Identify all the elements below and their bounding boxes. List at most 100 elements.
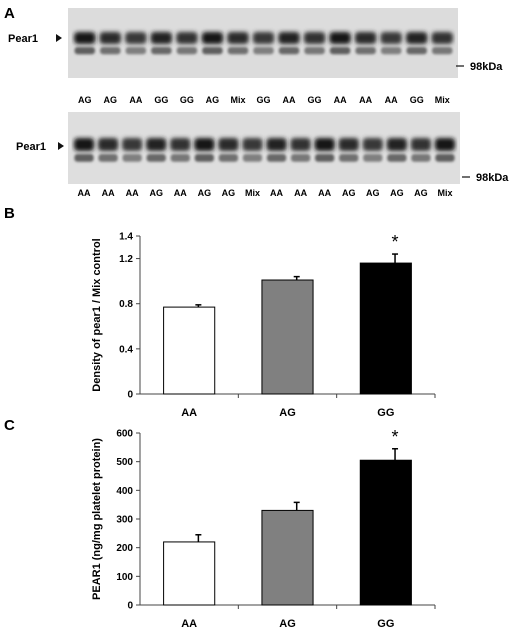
bar-aa xyxy=(163,541,216,606)
lane-label: AG xyxy=(342,188,356,198)
blot-band-lower xyxy=(435,154,455,162)
blot-band xyxy=(242,138,263,151)
category-label: AA xyxy=(181,618,197,630)
blot-band xyxy=(176,32,198,44)
y-tick-label: 1.2 xyxy=(119,254,133,265)
lane-label: AA xyxy=(102,188,115,198)
y-tick-label: 0 xyxy=(127,601,133,612)
lane-label: GG xyxy=(308,95,322,105)
blot-band-lower xyxy=(227,47,249,55)
blot-band xyxy=(74,32,96,44)
blot-band-lower xyxy=(339,154,359,162)
blot-2: Pear1 98kDa AA AA AA AG AA AG AG Mix AA AA AA AG AG A… xyxy=(16,112,509,198)
chart-c: 0 100 200 300 400 500 600 AA AG GG * PEAR1 (ng/mg p… xyxy=(91,427,436,630)
y-tick-label: 100 xyxy=(116,572,133,583)
lane-label: AG xyxy=(78,95,92,105)
blot-band-lower xyxy=(125,47,147,55)
blot-band-lower xyxy=(363,154,383,162)
category-label: GG xyxy=(377,407,394,419)
blot-band xyxy=(338,138,359,151)
lane-label: AA xyxy=(174,188,187,198)
blot-2-bands xyxy=(73,138,456,162)
blot-band xyxy=(194,138,215,151)
blot-band-lower xyxy=(100,47,121,55)
y-tick-label: 500 xyxy=(116,457,133,468)
y-tick-label: 600 xyxy=(116,429,133,440)
blot-band-lower xyxy=(74,47,95,55)
blot-band-lower xyxy=(202,47,223,55)
blot-band xyxy=(73,138,95,151)
blot-band xyxy=(278,32,300,44)
lane-label: AG xyxy=(222,188,236,198)
lane-label: AG xyxy=(149,188,163,198)
lane-label: AA xyxy=(318,188,331,198)
lane-label: Mix xyxy=(230,95,245,105)
blot-band xyxy=(380,32,402,44)
lane-label: GG xyxy=(256,95,270,105)
significance-star: * xyxy=(392,427,399,447)
lane-label: AA xyxy=(283,95,296,105)
blot-band-lower xyxy=(387,154,407,162)
blot-band-lower xyxy=(122,154,142,162)
blot-band-lower xyxy=(411,154,431,162)
blot-band xyxy=(99,32,122,44)
blot-1-marker-label: 98kDa xyxy=(470,61,503,73)
category-label: GG xyxy=(377,618,394,630)
lane-label: AA xyxy=(294,188,307,198)
blot-band-lower xyxy=(74,154,94,162)
blot-band xyxy=(386,138,407,151)
lane-label: AG xyxy=(104,95,118,105)
blot-2-arrow-icon xyxy=(58,142,64,150)
y-tick-label: 0 xyxy=(127,390,133,401)
blot-1-protein-label: Pear1 xyxy=(8,33,38,45)
blot-band-lower xyxy=(170,154,190,162)
blot-band xyxy=(227,32,249,44)
blot-band xyxy=(405,32,428,44)
lane-label: AG xyxy=(198,188,212,198)
panel-b-letter: B xyxy=(4,205,15,222)
y-axis-title: Density of pear1 / Mix control xyxy=(91,238,103,391)
blot-band-lower xyxy=(242,154,263,162)
lane-label: AG xyxy=(414,188,428,198)
blot-band-lower xyxy=(253,47,274,55)
lane-label: AA xyxy=(334,95,347,105)
blot-band xyxy=(410,138,432,151)
blot-band-lower xyxy=(151,47,172,55)
lane-label: AA xyxy=(129,95,142,105)
blot-band-lower xyxy=(266,154,287,162)
lane-label: AG xyxy=(206,95,220,105)
blot-band xyxy=(266,138,287,151)
y-tick-label: 200 xyxy=(116,543,133,554)
lane-label: GG xyxy=(180,95,194,105)
lane-label: GG xyxy=(410,95,424,105)
y-axis-title: PEAR1 (ng/mg platelet protein) xyxy=(91,438,103,600)
lane-label: AG xyxy=(366,188,380,198)
blot-band-lower xyxy=(290,154,311,162)
blot-band-lower xyxy=(194,154,214,162)
bar-aa xyxy=(163,306,216,395)
blot-band xyxy=(125,32,147,44)
blot-band xyxy=(97,138,119,151)
panel-c-letter: C xyxy=(4,417,15,434)
blot-1-lane-labels: AG AG AA GG GG AG Mix GG AA GG AA AA AA GG Mix xyxy=(78,95,450,105)
y-tick-label: 1.4 xyxy=(119,232,133,243)
lane-label: Mix xyxy=(245,188,260,198)
bar-gg xyxy=(359,262,412,395)
blot-band xyxy=(362,138,383,151)
y-tick-label: 0.8 xyxy=(119,299,133,310)
blot-band xyxy=(303,32,326,44)
category-label: AG xyxy=(279,618,296,630)
blot-band xyxy=(201,32,224,44)
blot-band-lower xyxy=(304,47,325,55)
lane-label: Mix xyxy=(435,95,450,105)
panel-a-letter: A xyxy=(4,5,15,22)
blot-1-bands xyxy=(74,32,453,55)
lane-label: AA xyxy=(385,95,398,105)
blot-band-lower xyxy=(355,47,376,55)
blot-2-marker-label: 98kDa xyxy=(476,172,509,184)
chart-b: 0 0.4 0.8 1.2 1.4 AA AG GG * Density of pear1 / M… xyxy=(91,232,436,419)
blot-band xyxy=(218,138,239,151)
y-tick-label: 0.4 xyxy=(119,344,133,355)
blot-band xyxy=(146,138,167,151)
